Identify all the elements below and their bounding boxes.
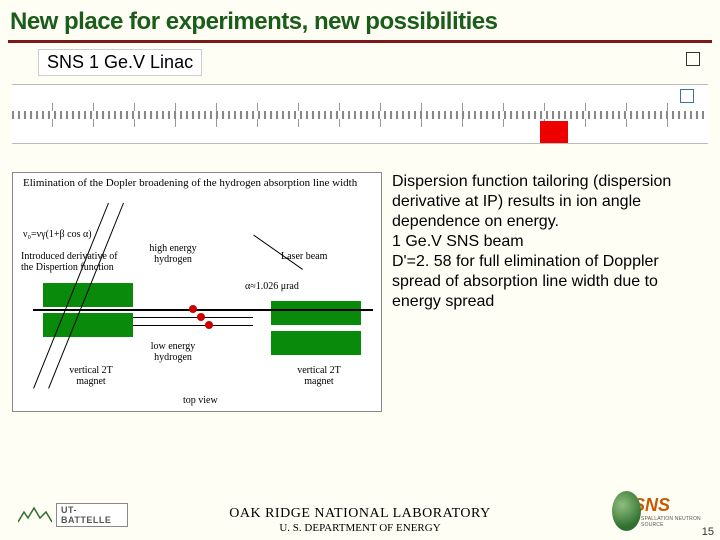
magnet-left-bot	[43, 313, 133, 337]
magnet-right-top	[271, 301, 361, 325]
slide-title: New place for experiments, new possibili…	[0, 0, 720, 40]
ion-dot-1	[189, 305, 197, 313]
beam-line-3	[133, 325, 253, 326]
beam-line-2	[133, 317, 253, 318]
ion-dot-3	[205, 321, 213, 329]
label-derivative: Introduced derivative of the Dispertion …	[21, 251, 121, 273]
description-text: Dispersion function tailoring (dispersio…	[392, 172, 708, 412]
ion-dot-2	[197, 313, 205, 321]
logo-sns: SNS SPALLATION NEUTRON SOURCE	[612, 488, 702, 534]
page-number: 15	[702, 526, 714, 538]
marker-box-strip	[680, 89, 694, 103]
logo-right-text: SNS	[633, 495, 702, 516]
magnet-right-bot	[271, 331, 361, 355]
linac-layout-strip	[12, 84, 708, 144]
label-top-view: top view	[183, 395, 218, 406]
linac-label: SNS 1 Ge.V Linac	[38, 49, 202, 76]
marker-box-top-right	[686, 52, 700, 66]
diagram-caption: Elimination of the Dopler broadening of …	[23, 177, 357, 189]
content-row: Elimination of the Dopler broadening of …	[12, 172, 708, 412]
layout-label-row: SNS 1 Ge.V Linac	[38, 49, 720, 76]
formula-text: ν₀=νγ(1+β cos α)	[23, 229, 92, 240]
label-mag-left: vertical 2T magnet	[61, 365, 121, 387]
logo-right-sub: SPALLATION NEUTRON SOURCE	[641, 516, 702, 528]
linac-beamline	[12, 111, 708, 119]
beam-line-1	[33, 309, 373, 311]
label-mag-right: vertical 2T magnet	[289, 365, 349, 387]
label-high-energy: high energy hydrogen	[143, 243, 203, 265]
sns-globe-icon	[612, 491, 641, 531]
marker-box-red	[540, 121, 568, 144]
title-rule	[8, 40, 712, 43]
physics-diagram: Elimination of the Dopler broadening of …	[12, 172, 382, 412]
label-alpha: α≈1.026 μrad	[245, 281, 299, 292]
label-low-energy: low energy hydrogen	[143, 341, 203, 363]
